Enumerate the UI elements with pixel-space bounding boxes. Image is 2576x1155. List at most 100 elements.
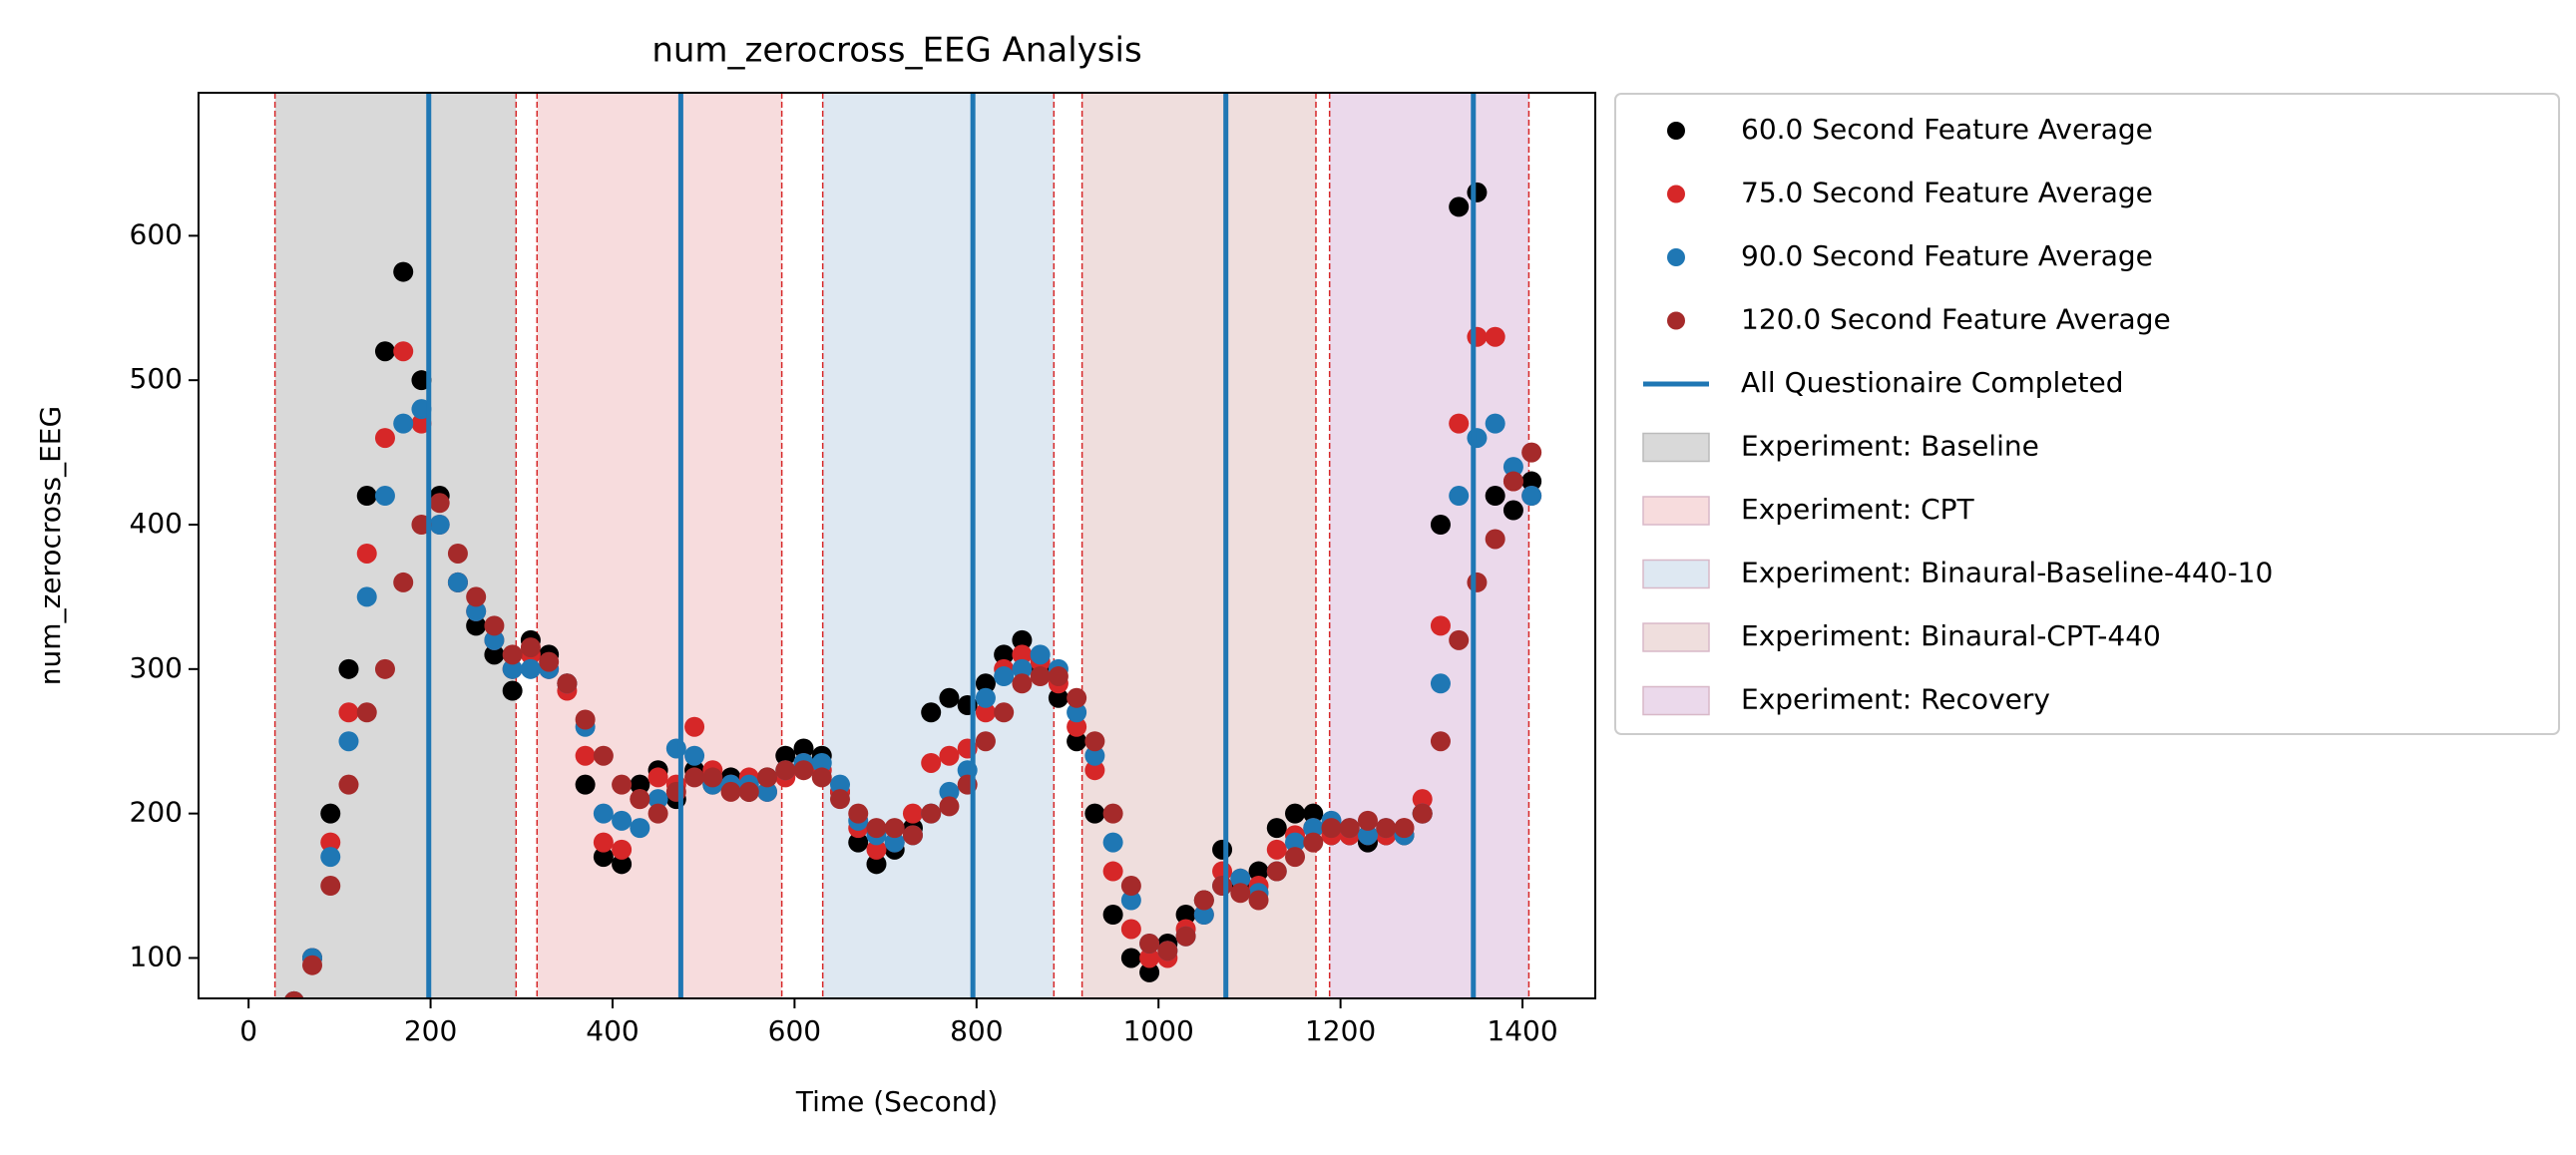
legend-label: 75.0 Second Feature Average xyxy=(1741,177,2153,209)
y-tick-label: 100 xyxy=(130,940,183,972)
data-point xyxy=(447,543,468,564)
data-point xyxy=(393,341,414,362)
data-point xyxy=(1175,926,1196,947)
data-point xyxy=(1212,876,1233,897)
data-point xyxy=(593,803,614,824)
legend-marker xyxy=(1667,185,1685,203)
data-point xyxy=(1449,629,1470,650)
data-point xyxy=(484,615,505,636)
data-point xyxy=(1084,803,1105,824)
data-point xyxy=(994,702,1015,723)
legend-label: Experiment: Baseline xyxy=(1741,430,2039,463)
data-point xyxy=(738,781,759,802)
data-point xyxy=(1321,818,1342,839)
data-point xyxy=(684,745,705,766)
data-point xyxy=(866,818,887,839)
data-point xyxy=(630,774,650,795)
data-point xyxy=(502,680,523,701)
y-axis-label: num_zerocross_EEG xyxy=(34,406,67,685)
legend-marker xyxy=(1642,559,1710,589)
data-point xyxy=(1120,876,1141,897)
data-point xyxy=(612,774,633,795)
data-point xyxy=(575,709,596,730)
data-point xyxy=(484,629,505,650)
x-tick-label: 0 xyxy=(239,1014,257,1047)
data-point xyxy=(466,586,487,607)
data-point xyxy=(612,810,633,831)
data-point xyxy=(1303,818,1324,839)
data-point xyxy=(520,637,541,658)
legend-label: All Questionaire Completed xyxy=(1741,366,2124,399)
data-point xyxy=(1412,803,1433,824)
data-point xyxy=(939,781,960,802)
data-point xyxy=(921,752,942,773)
data-point xyxy=(939,796,960,817)
data-point xyxy=(921,702,942,723)
data-point xyxy=(1157,941,1178,962)
data-point xyxy=(1503,457,1523,478)
data-point xyxy=(884,818,905,839)
data-point xyxy=(1357,825,1378,846)
data-point xyxy=(502,658,523,679)
data-point xyxy=(1485,413,1505,434)
data-point xyxy=(866,854,887,875)
x-tick-label: 600 xyxy=(768,1014,821,1047)
data-point xyxy=(338,774,359,795)
data-point xyxy=(793,760,814,781)
data-point xyxy=(356,486,377,507)
legend-label: Experiment: Binaural-CPT-440 xyxy=(1741,619,2161,652)
data-point xyxy=(284,990,304,998)
data-point xyxy=(1430,673,1451,694)
data-point xyxy=(1449,196,1470,217)
data-point xyxy=(1503,500,1523,521)
data-point xyxy=(1503,471,1523,492)
plot-area xyxy=(273,93,1542,998)
data-point xyxy=(1467,182,1488,202)
data-point xyxy=(1485,486,1505,507)
data-point xyxy=(647,789,668,810)
data-point xyxy=(338,731,359,752)
data-point xyxy=(593,832,614,853)
data-point xyxy=(1230,868,1251,889)
data-point xyxy=(939,745,960,766)
data-point xyxy=(557,673,578,694)
data-point xyxy=(1467,572,1488,592)
legend-marker xyxy=(1667,122,1685,140)
data-point xyxy=(793,738,814,759)
x-tick-label: 800 xyxy=(950,1014,1003,1047)
x-tick-label: 1200 xyxy=(1305,1014,1376,1047)
data-point xyxy=(1266,839,1287,860)
data-point xyxy=(1067,731,1087,752)
legend-marker xyxy=(1642,432,1710,463)
data-point xyxy=(647,767,668,788)
data-point xyxy=(356,543,377,564)
data-point xyxy=(1067,716,1087,737)
data-point xyxy=(1521,486,1542,507)
data-point xyxy=(1084,760,1105,781)
data-point xyxy=(1430,515,1451,536)
legend-label: 90.0 Second Feature Average xyxy=(1741,239,2153,272)
y-tick-label: 500 xyxy=(130,362,183,395)
data-point xyxy=(593,745,614,766)
x-tick-label: 400 xyxy=(586,1014,639,1047)
data-point xyxy=(1102,905,1123,926)
data-point xyxy=(356,586,377,607)
data-point xyxy=(1303,803,1324,824)
data-point xyxy=(994,666,1015,687)
data-point xyxy=(1175,905,1196,926)
data-point xyxy=(829,789,850,810)
data-point xyxy=(338,658,359,679)
data-point xyxy=(1212,839,1233,860)
data-point xyxy=(1030,666,1051,687)
data-point xyxy=(393,261,414,282)
data-point xyxy=(1449,413,1470,434)
data-point xyxy=(374,428,395,449)
data-point xyxy=(1048,687,1069,708)
data-point xyxy=(630,818,650,839)
data-point xyxy=(374,658,395,679)
data-point xyxy=(447,572,468,592)
data-point xyxy=(1485,529,1505,550)
x-tick-label: 1400 xyxy=(1487,1014,1557,1047)
legend-label: 60.0 Second Feature Average xyxy=(1741,113,2153,146)
data-point xyxy=(1285,803,1306,824)
